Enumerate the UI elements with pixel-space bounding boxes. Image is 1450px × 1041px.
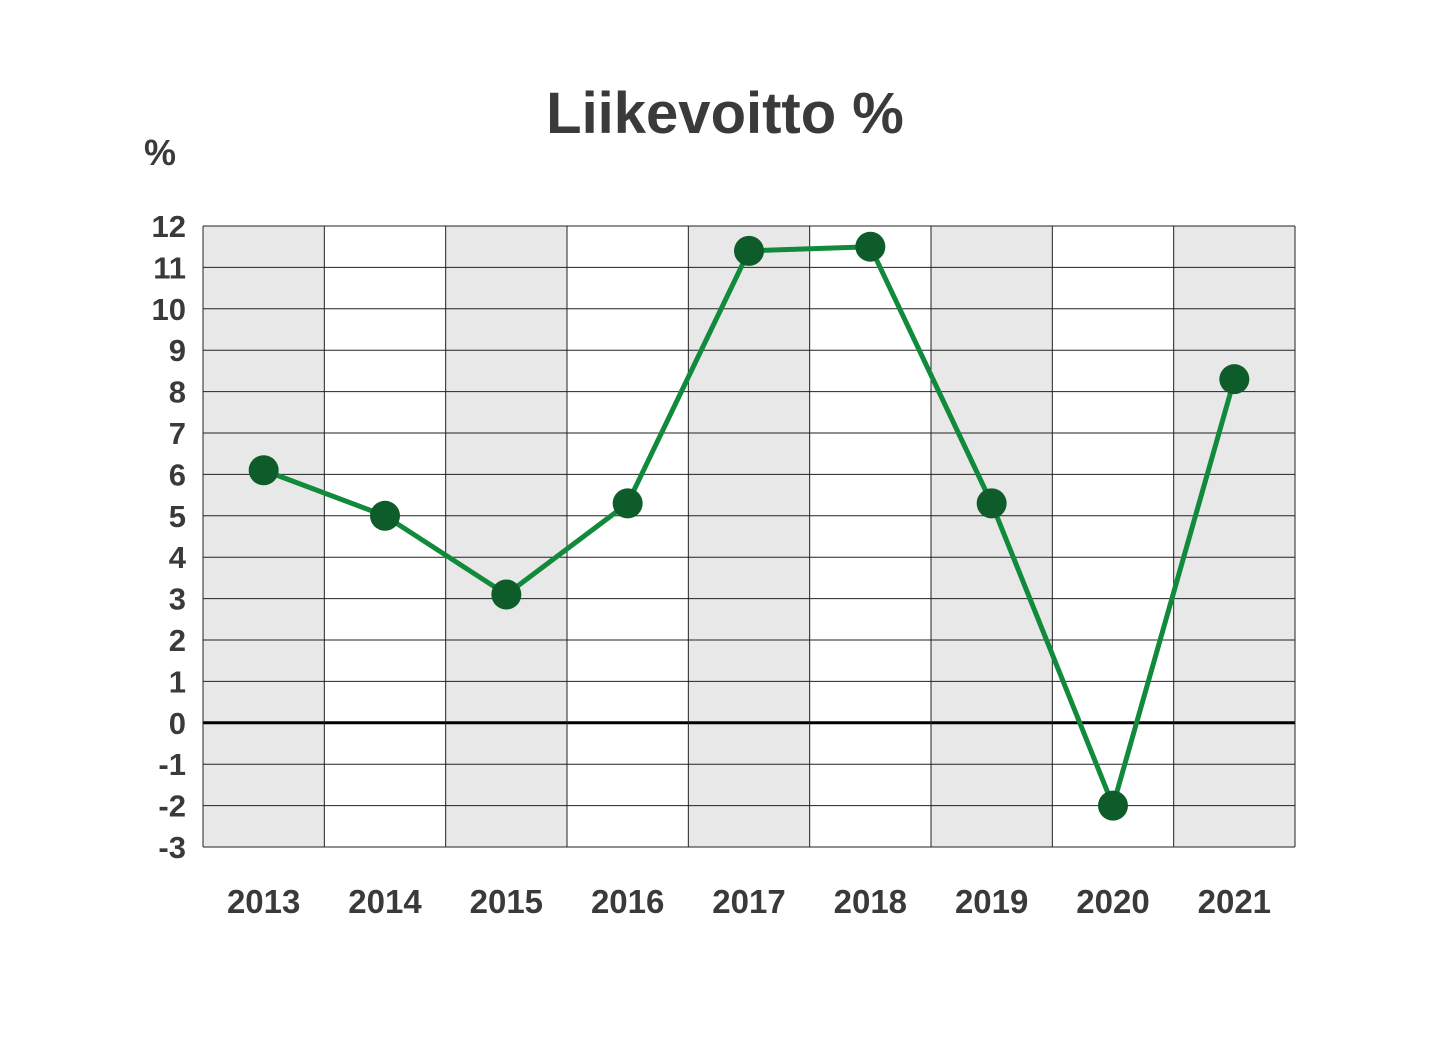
- x-tick-label: 2017: [712, 883, 785, 920]
- y-tick-label: 5: [169, 499, 186, 534]
- chart-title: Liikevoitto %: [546, 81, 904, 146]
- data-point-2021: [1219, 364, 1250, 395]
- x-tick-label: 2019: [955, 883, 1028, 920]
- y-tick-label: 3: [169, 582, 186, 617]
- y-tick-label: 9: [169, 333, 186, 368]
- x-tick-labels: 2013 2014 2015 2016 2017 2018 2019 2020 2021: [227, 883, 1271, 920]
- data-point-2019: [976, 488, 1007, 519]
- column-band-2021: [1173, 226, 1295, 847]
- column-band-2019: [931, 226, 1053, 847]
- column-band-2015: [445, 226, 567, 847]
- x-tick-label: 2013: [227, 883, 300, 920]
- y-tick-label: 0: [169, 706, 186, 741]
- data-point-2014: [370, 500, 400, 531]
- y-tick-label: 7: [169, 416, 186, 451]
- x-tick-label: 2020: [1076, 883, 1149, 920]
- y-tick-label: 8: [169, 375, 186, 410]
- x-tick-label: 2015: [470, 883, 543, 920]
- y-tick-label: 6: [169, 457, 186, 492]
- column-band-2013: [203, 226, 325, 847]
- x-tick-label: 2021: [1198, 883, 1271, 920]
- data-point-2017: [734, 235, 764, 266]
- x-tick-label: 2014: [348, 883, 422, 920]
- data-point-2020: [1098, 790, 1128, 821]
- data-point-2018: [855, 231, 886, 262]
- y-tick-label: -2: [158, 789, 186, 824]
- column-band-2020: [1052, 226, 1174, 847]
- y-tick-label: 1: [169, 664, 186, 699]
- column-band-2014: [324, 226, 446, 847]
- y-tick-label: 12: [152, 209, 186, 244]
- x-tick-label: 2018: [834, 883, 907, 920]
- column-band-2017: [688, 226, 810, 847]
- series-group: [248, 231, 1250, 821]
- y-tick-label: -1: [158, 747, 186, 782]
- y-tick-label: 2: [169, 623, 186, 658]
- y-tick-label: 10: [152, 292, 186, 327]
- column-band-2018: [809, 226, 931, 847]
- y-tick-label: -3: [158, 830, 186, 865]
- x-tick-label: 2016: [591, 883, 664, 920]
- column-bands: [203, 226, 1295, 847]
- grid-lines: [202, 225, 1296, 848]
- data-point-2013: [248, 455, 279, 486]
- y-tick-label: 4: [169, 540, 187, 575]
- data-point-2016: [612, 488, 643, 519]
- y-tick-label: 11: [153, 250, 186, 285]
- data-point-2015: [491, 579, 522, 610]
- y-axis-label: %: [144, 132, 176, 173]
